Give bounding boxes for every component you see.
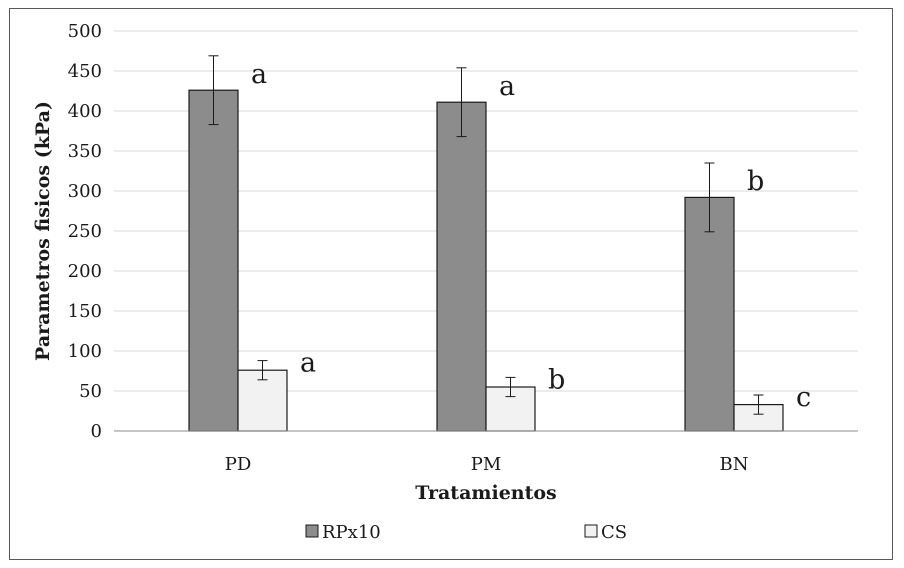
legend-swatch-RPx10 — [305, 524, 319, 538]
legend-swatch-CS — [584, 524, 598, 538]
significance-letter: a — [499, 71, 515, 102]
bar-RPx10-PM — [436, 101, 487, 432]
significance-letter: b — [548, 364, 565, 395]
legend: RPx10 CS — [305, 522, 627, 543]
y-tick-label: 50 — [79, 381, 102, 402]
y-tick-label: 350 — [68, 141, 102, 162]
bar-CS-PD — [237, 369, 288, 432]
y-tick-label: 150 — [68, 301, 102, 322]
y-tick-labels: 0 50 100 150 200 250 300 350 400 450 500 — [68, 21, 102, 442]
x-tick-labels: PD PM BN — [225, 454, 749, 475]
bar-RPx10-PD — [188, 89, 239, 432]
legend-label: CS — [601, 522, 627, 543]
y-tick-label: 300 — [68, 181, 102, 202]
y-axis-title: Parametros fisicos (kPa) — [32, 101, 54, 361]
significance-letter: a — [300, 348, 316, 379]
significance-letter: a — [251, 59, 267, 90]
y-tick-label: 450 — [68, 61, 102, 82]
x-tick-label: PD — [225, 454, 252, 475]
legend-label: RPx10 — [322, 522, 381, 543]
bars: a a a b b c — [188, 55, 811, 432]
x-tick-label: BN — [720, 454, 749, 475]
x-axis-title: Tratamientos — [415, 482, 557, 504]
y-tick-label: 200 — [68, 261, 102, 282]
chart-frame — [9, 8, 893, 560]
bar-RPx10-BN — [684, 196, 735, 432]
x-tick-label: PM — [471, 454, 502, 475]
y-tick-label: 400 — [68, 101, 102, 122]
y-tick-label: 100 — [68, 341, 102, 362]
significance-letter: b — [747, 166, 764, 197]
y-tick-label: 250 — [68, 221, 102, 242]
y-tick-label: 500 — [68, 21, 102, 42]
y-tick-label: 0 — [91, 421, 102, 442]
significance-letter: c — [796, 382, 811, 413]
